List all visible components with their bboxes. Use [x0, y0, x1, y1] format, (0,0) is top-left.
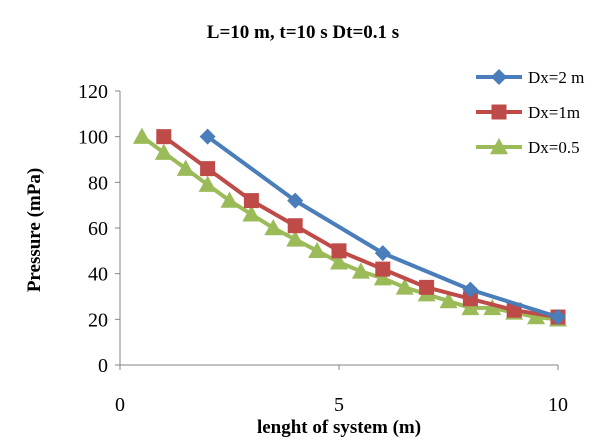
data-point: [375, 261, 391, 277]
plot-series: [132, 127, 567, 327]
series-triangle: [132, 127, 567, 327]
data-point: [242, 205, 261, 222]
axes: 0 20 40 60 80 100 120 0 5 10: [78, 81, 568, 416]
x-axis-label: lenght of system (m): [257, 417, 421, 438]
legend: Dx=2 m Dx=1m Dx=0.5: [476, 68, 584, 157]
series-line: [206, 135, 559, 319]
y-axis-label: Pressure (mPa): [24, 168, 45, 292]
series-line: [162, 135, 559, 320]
legend-entry: Dx=2 m: [476, 68, 584, 87]
data-point: [461, 298, 480, 316]
x-tick-label: 10: [548, 394, 568, 416]
data-point: [154, 143, 173, 160]
data-point: [439, 292, 458, 309]
legend-marker: [491, 104, 507, 120]
legend-label: Dx=1m: [528, 103, 580, 122]
data-point: [176, 159, 195, 176]
series-diamond: [199, 128, 566, 326]
legend-marker: [490, 138, 508, 155]
data-point: [419, 279, 435, 295]
series-square: [156, 129, 566, 325]
y-tick-label: 40: [88, 264, 108, 286]
chart-title: L=10 m, t=10 s Dt=0.1 s: [207, 22, 399, 43]
data-point: [330, 253, 348, 270]
data-point: [264, 219, 283, 236]
data-point: [483, 298, 502, 316]
legend-label: Dx=0.5: [528, 138, 580, 157]
data-point: [308, 241, 327, 259]
data-point: [550, 309, 566, 326]
data-point: [395, 278, 414, 295]
data-point: [287, 218, 303, 234]
data-point: [198, 175, 217, 192]
legend-label: Dx=2 m: [528, 68, 584, 87]
data-point: [200, 161, 216, 177]
legend-entry: Dx=0.5: [476, 138, 580, 157]
data-point: [331, 243, 347, 259]
data-point: [199, 128, 216, 145]
y-tick-label: 20: [88, 309, 108, 331]
y-tick-label: 120: [78, 81, 108, 103]
data-point: [374, 245, 391, 262]
data-point: [243, 193, 259, 209]
data-point: [462, 291, 478, 307]
data-point: [287, 192, 304, 209]
legend-entry: Dx=1m: [476, 103, 580, 122]
data-point: [462, 281, 479, 298]
data-point: [156, 129, 172, 145]
data-point: [351, 262, 370, 279]
x-tick-label: 5: [334, 394, 344, 416]
y-tick-label: 60: [88, 218, 108, 240]
data-point: [220, 191, 239, 208]
x-tick-label: 0: [115, 394, 125, 416]
data-point: [373, 269, 392, 286]
y-tick-label: 0: [98, 355, 108, 377]
y-tick-label: 80: [88, 172, 108, 194]
data-point: [132, 127, 151, 144]
data-point: [286, 230, 305, 247]
data-point: [527, 308, 546, 325]
legend-marker: [491, 69, 507, 85]
y-tick-label: 100: [78, 127, 108, 149]
